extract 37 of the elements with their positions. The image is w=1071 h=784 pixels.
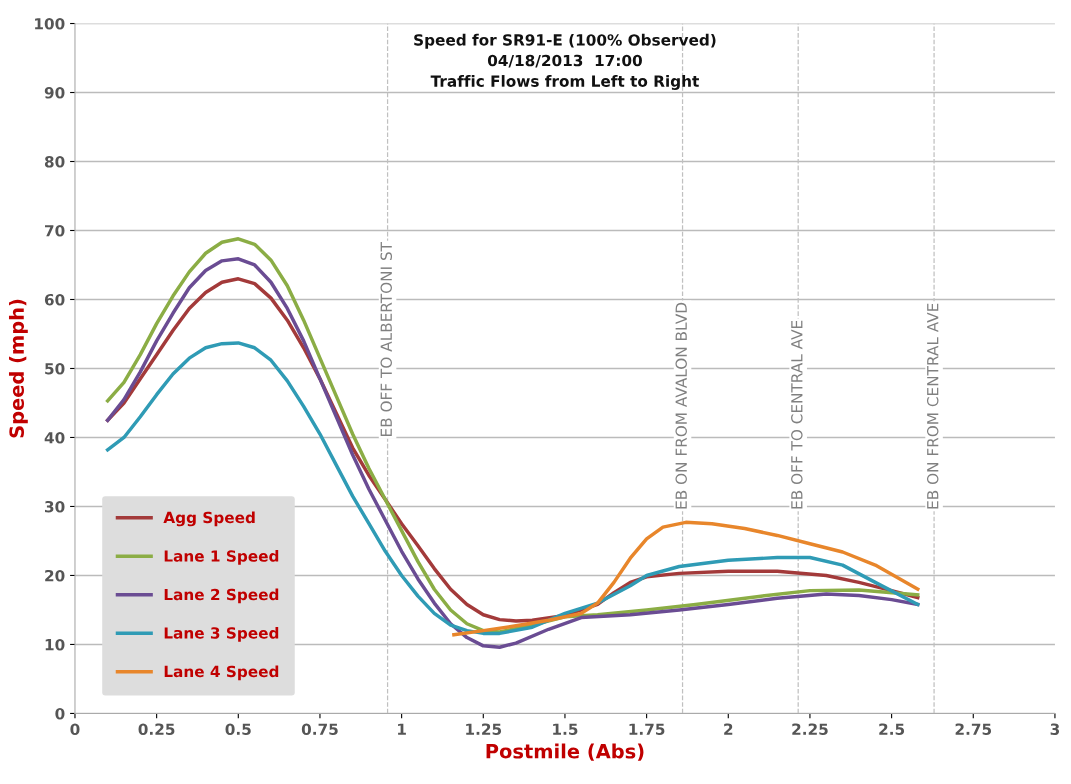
x-tick-label: 0.5: [225, 723, 251, 735]
y-tick-label: 30: [45, 500, 65, 513]
x-tick-label: 3: [1050, 723, 1060, 735]
ref-line-label: EB ON FROM CENTRAL AVE: [926, 303, 939, 509]
x-tick-label: 2.5: [879, 723, 905, 735]
x-tick-label: 2.25: [792, 723, 828, 735]
x-tick-label: 2.75: [955, 723, 992, 735]
y-tick-label: 60: [44, 293, 65, 306]
y-tick-label: 20: [45, 569, 65, 582]
y-tick-label: 0: [55, 707, 65, 720]
legend-label: Agg Speed: [163, 511, 255, 527]
ref-line-label: EB OFF TO CENTRAL AVE: [791, 320, 803, 509]
legend-label: Lane 4 Speed: [164, 665, 279, 681]
y-tick-label: 50: [45, 362, 65, 375]
x-tick-label: 0: [70, 723, 80, 735]
x-tick-label: 1.75: [629, 723, 665, 735]
x-tick-label: 1.5: [553, 723, 578, 735]
legend-label: Lane 3 Speed: [164, 626, 279, 642]
legend-label: Lane 2 Speed: [164, 588, 279, 604]
y-tick-label: 90: [44, 86, 65, 99]
x-tick-label: 0.75: [301, 723, 338, 735]
y-tick-label: 70: [45, 224, 65, 237]
x-tick-label: 2: [724, 723, 733, 735]
line-series: [452, 520, 920, 637]
y-tick-label: 10: [45, 638, 65, 651]
y-tick-label: 80: [44, 155, 65, 168]
x-axis-title: Postmile (Abs): [486, 743, 644, 761]
y-tick-label: 40: [44, 431, 65, 444]
ref-line-label: EB OFF TO ALBERTONI ST: [380, 241, 393, 436]
x-tick-label: 1.25: [466, 723, 502, 735]
legend-label: Lane 1 Speed: [164, 549, 279, 565]
ref-line-label: EB ON FROM AVALON BLVD: [675, 302, 687, 509]
y-axis-title: Speed (mph): [8, 299, 28, 438]
text: Speed for SR91-E (100% Observed) 04/18/2013 17:00 Traffic Flows from Left to Right: [414, 33, 716, 90]
x-tick-label: 0.25: [138, 723, 175, 735]
x-tick-label: 1: [398, 723, 406, 735]
y-tick-label: 100: [35, 17, 65, 30]
